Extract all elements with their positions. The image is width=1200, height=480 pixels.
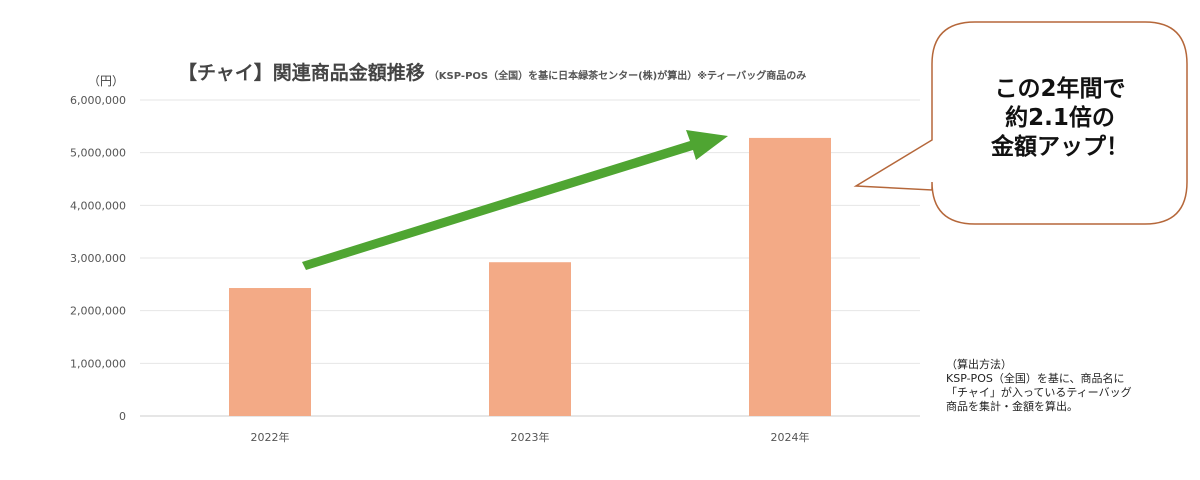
- y-tick-label: 2,000,000: [70, 305, 126, 318]
- bar-2023年: [489, 262, 571, 416]
- y-tick-label: 4,000,000: [70, 199, 126, 212]
- chart-subtitle: （KSP-POS（全国）を基に日本緑茶センター(株)が算出）※ティーバッグ商品の…: [428, 71, 807, 82]
- method-note-body: KSP-POS（全国）を基に、商品名に「チャイ」が入っているティーバッグ商品を集…: [946, 372, 1132, 413]
- x-tick-label: 2023年: [511, 430, 550, 444]
- y-tick-label: 0: [119, 410, 126, 423]
- trend-arrow-icon: [302, 130, 728, 270]
- callout-line: この2年間で: [994, 76, 1126, 102]
- y-tick-label: 3,000,000: [70, 252, 126, 265]
- y-axis-unit: （円）: [88, 74, 125, 88]
- chart-title: 【チャイ】関連商品金額推移 （KSP-POS（全国）を基に日本緑茶センター(株)が…: [178, 62, 807, 84]
- method-note-heading: （算出方法）: [946, 358, 1012, 371]
- callout-line: 約2.1倍の: [1005, 105, 1115, 131]
- y-tick-label: 1,000,000: [70, 357, 126, 370]
- bar-2022年: [229, 288, 311, 416]
- callout-bubble: [853, 21, 1188, 225]
- y-tick-label: 6,000,000: [70, 94, 126, 107]
- callout-line: 金額アップ！: [991, 134, 1129, 160]
- callout-text: この2年間で 約2.1倍の 金額アップ！: [940, 75, 1180, 162]
- x-tick-label: 2024年: [771, 430, 810, 444]
- bar-2024年: [749, 137, 831, 417]
- y-tick-label: 5,000,000: [70, 147, 126, 160]
- method-note: （算出方法） KSP-POS（全国）を基に、商品名に「チャイ」が入っているティー…: [946, 358, 1136, 414]
- x-tick-label: 2022年: [251, 430, 290, 444]
